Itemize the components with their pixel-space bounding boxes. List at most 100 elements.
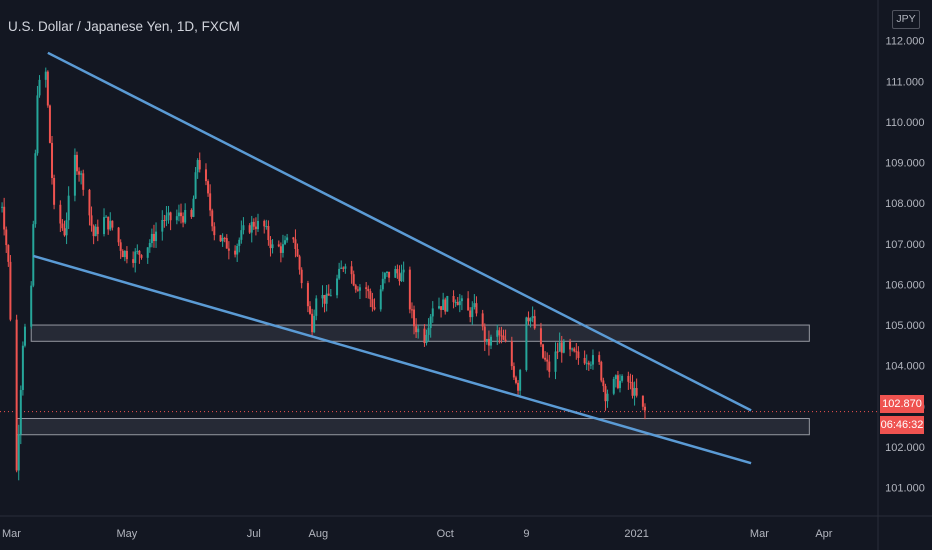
candle-body bbox=[184, 209, 187, 223]
candle-body bbox=[309, 306, 312, 314]
candle-body bbox=[440, 306, 443, 310]
support-resistance-zone-upper[interactable] bbox=[30, 324, 810, 342]
candle-body bbox=[641, 395, 644, 407]
candle-body bbox=[554, 351, 557, 372]
candle-body bbox=[602, 380, 605, 387]
candle-body bbox=[340, 267, 343, 269]
candle-body bbox=[323, 294, 326, 304]
candle-body bbox=[373, 307, 376, 310]
candle-body bbox=[61, 223, 64, 229]
candle-body bbox=[527, 317, 530, 322]
candle-body bbox=[467, 298, 470, 311]
candle-body bbox=[583, 357, 586, 364]
candle-body bbox=[269, 240, 272, 249]
candle-body bbox=[63, 228, 66, 236]
candle-body bbox=[167, 212, 170, 216]
candle-body bbox=[417, 328, 420, 333]
candle-body bbox=[369, 291, 372, 300]
candle-body bbox=[9, 261, 12, 320]
candle-body bbox=[298, 256, 301, 270]
candle-body bbox=[427, 328, 430, 335]
candle-body bbox=[321, 294, 324, 299]
y-tick-label: 108.000 bbox=[885, 198, 925, 210]
candle-body bbox=[90, 215, 93, 226]
candle-body bbox=[400, 272, 403, 282]
y-tick-label: 112.000 bbox=[886, 36, 925, 48]
candle-body bbox=[225, 238, 228, 249]
candle-body bbox=[398, 273, 401, 282]
candle-body bbox=[514, 377, 517, 383]
candle-body bbox=[471, 307, 474, 318]
upper-trendline[interactable] bbox=[47, 51, 752, 412]
candle-body bbox=[415, 326, 418, 333]
candle-body bbox=[194, 172, 197, 199]
candle-body bbox=[631, 382, 634, 396]
candle-body bbox=[350, 266, 353, 275]
candle-body bbox=[236, 245, 239, 255]
candle-body bbox=[196, 160, 199, 173]
candle-body bbox=[571, 348, 574, 350]
candle-body bbox=[643, 406, 646, 411]
candle-body bbox=[483, 326, 486, 342]
candle-body bbox=[17, 434, 20, 471]
y-tick-label: 109.000 bbox=[885, 158, 925, 170]
support-resistance-zone-lower[interactable] bbox=[16, 417, 810, 436]
candle-body bbox=[136, 250, 139, 252]
candle-body bbox=[556, 351, 559, 353]
candle-body bbox=[573, 348, 576, 352]
candle-body bbox=[379, 289, 382, 310]
candle-body bbox=[248, 225, 251, 233]
candle-body bbox=[281, 244, 284, 253]
currency-button[interactable]: JPY bbox=[892, 10, 920, 29]
candle-body bbox=[96, 226, 99, 235]
candle-body bbox=[612, 379, 615, 394]
candle-body bbox=[456, 302, 459, 306]
candle-body bbox=[263, 220, 266, 227]
candle-body bbox=[490, 336, 493, 346]
candle-body bbox=[198, 160, 201, 170]
candle-body bbox=[313, 315, 316, 333]
candle-body bbox=[73, 154, 76, 196]
candle-body bbox=[525, 317, 528, 370]
candle-body bbox=[296, 249, 299, 257]
candle-body bbox=[82, 173, 85, 190]
candle-body bbox=[161, 219, 164, 232]
candle-body bbox=[294, 239, 297, 250]
candle-body bbox=[325, 293, 328, 304]
candle-body bbox=[284, 240, 287, 245]
candle-body bbox=[240, 230, 243, 240]
candle-body bbox=[109, 220, 112, 230]
candle-body bbox=[446, 296, 449, 312]
y-tick-label: 107.000 bbox=[885, 239, 925, 251]
candle-body bbox=[635, 387, 638, 396]
candle-body bbox=[256, 220, 259, 230]
candle-body bbox=[473, 303, 476, 308]
candle-body bbox=[53, 177, 56, 205]
candle-body bbox=[519, 369, 522, 391]
candle-body bbox=[111, 220, 114, 228]
candle-body bbox=[423, 328, 426, 344]
candle-body bbox=[396, 269, 399, 274]
candle-body bbox=[600, 361, 603, 381]
candle-body bbox=[413, 309, 416, 327]
candle-body bbox=[454, 302, 457, 304]
candle-body bbox=[107, 216, 110, 230]
candle-body bbox=[227, 248, 230, 251]
candle-body bbox=[569, 341, 572, 350]
candle-body bbox=[562, 341, 565, 353]
candle-body bbox=[265, 226, 268, 228]
candle-body bbox=[234, 250, 237, 255]
x-tick-label: May bbox=[117, 528, 138, 540]
candle-body bbox=[65, 220, 68, 236]
candle-body bbox=[383, 273, 386, 279]
candle-body bbox=[306, 283, 309, 307]
candle-body bbox=[238, 239, 241, 246]
candle-body bbox=[75, 154, 78, 172]
lower-trendline[interactable] bbox=[32, 254, 752, 465]
symbol-title[interactable]: U.S. Dollar / Japanese Yen, 1D, FXCM bbox=[8, 19, 240, 34]
candle-body bbox=[381, 278, 384, 290]
candle-body bbox=[36, 95, 39, 154]
candle-body bbox=[510, 341, 513, 367]
